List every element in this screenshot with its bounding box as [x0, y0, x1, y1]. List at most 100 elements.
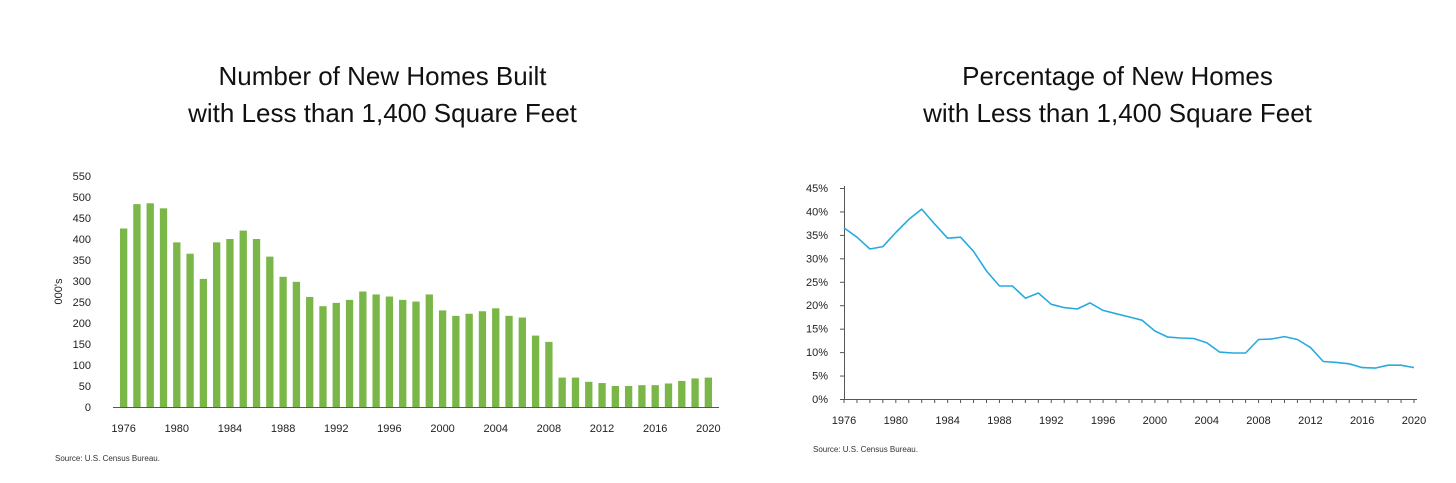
line-chart: 0% 5% 10% 15% 20% 25% 30% 35% 40% 45% 1976 1980 1984…: [806, 183, 1426, 427]
bar-1988: [279, 276, 287, 407]
y-tick-label: 150: [73, 339, 91, 351]
bar-2005: [505, 315, 513, 407]
y-tick-label: 30%: [806, 253, 828, 265]
x-tick-label: 1992: [1039, 415, 1063, 427]
x-tick-label: 1976: [111, 423, 135, 435]
bar-1980: [173, 242, 181, 407]
left-chart-title: Number of New Homes Built with Less than…: [100, 58, 665, 132]
y-tick-label: 400: [73, 234, 91, 246]
bar-1992: [332, 302, 340, 407]
x-tick-label: 1980: [884, 415, 908, 427]
x-tick-label: 2004: [483, 423, 507, 435]
x-tick-label: 2000: [430, 423, 454, 435]
bar-1977: [133, 204, 141, 407]
y-tick-label: 250: [73, 297, 91, 309]
bar-1982: [199, 278, 208, 407]
bar-1994: [359, 291, 367, 407]
y-tick-label: 300: [73, 276, 91, 288]
y-tick-label: 25%: [806, 277, 828, 289]
x-tick-label: 2012: [1298, 415, 1322, 427]
bar-2016: [651, 385, 659, 407]
x-tick-label: 2020: [696, 423, 720, 435]
bar-2011: [585, 381, 593, 407]
bar-1978: [146, 203, 154, 407]
bar-2018: [678, 380, 686, 407]
bar-2015: [638, 385, 646, 407]
y-tick-label: 450: [73, 213, 91, 225]
y-tick-label: 350: [73, 255, 91, 267]
bar-1996: [385, 296, 394, 407]
bar-2014: [624, 386, 633, 407]
x-tick-label: 1984: [935, 415, 959, 427]
bar-1983: [213, 242, 221, 407]
bar-1995: [372, 294, 380, 407]
bar-1989: [292, 281, 301, 407]
x-tick-label: 2004: [1194, 415, 1218, 427]
bar-2010: [571, 377, 580, 407]
x-tick-label: 2012: [590, 423, 614, 435]
y-axis-label: 000's: [53, 278, 65, 304]
bar-1991: [319, 306, 327, 407]
bar-2001: [452, 315, 460, 407]
x-tick-label: 1996: [1091, 415, 1115, 427]
bar-2008: [545, 341, 553, 407]
bar-1981: [186, 253, 194, 407]
bar-1993: [345, 299, 354, 407]
x-tick-label: 1980: [165, 423, 189, 435]
x-tick-label: 2008: [1246, 415, 1270, 427]
y-tick-label: 0%: [812, 394, 828, 406]
bar-2019: [691, 378, 699, 407]
bar-1999: [425, 294, 433, 407]
y-tick-label: 550: [73, 171, 91, 183]
y-tick-label: 500: [73, 192, 91, 204]
bar-1998: [412, 301, 420, 407]
bar-2009: [558, 377, 566, 407]
right-chart-title-line-2: with Less than 1,400 Square Feet: [923, 98, 1312, 128]
bar-1986: [252, 239, 261, 407]
y-tick-label: 10%: [806, 347, 828, 359]
x-tick-label: 1988: [987, 415, 1011, 427]
bar-1984: [226, 239, 234, 407]
y-tick-label: 200: [73, 318, 91, 330]
bar-2006: [518, 317, 526, 407]
x-tick-label: 2016: [1350, 415, 1374, 427]
bar-1979: [159, 208, 168, 407]
bar-2020: [704, 377, 713, 407]
left-source-note: Source: U.S. Census Bureau.: [55, 454, 160, 463]
bar-1985: [239, 230, 247, 407]
x-tick-label: 2000: [1143, 415, 1167, 427]
left-chart-title-line-1: Number of New Homes Built: [218, 61, 547, 91]
x-tick-label: 2008: [537, 423, 561, 435]
bar-1997: [399, 299, 407, 407]
bar-2002: [465, 313, 473, 407]
y-tick-label: 45%: [806, 183, 828, 195]
x-tick-label: 2020: [1402, 415, 1426, 427]
x-tick-label: 2016: [643, 423, 667, 435]
right-chart-title-line-1: Percentage of New Homes: [962, 61, 1273, 91]
bar-2004: [492, 308, 500, 407]
y-tick-label: 5%: [812, 371, 828, 383]
x-tick-label: 1984: [218, 423, 242, 435]
bar-chart: 0 50 100 150 200 250 300 350 400 450 500 550 000's 19…: [53, 171, 721, 435]
bar-1976: [119, 228, 128, 407]
bar-2012: [598, 383, 606, 407]
bar-2007: [531, 335, 540, 407]
bar-2003: [478, 311, 487, 407]
right-chart-title: Percentage of New Homes with Less than 1…: [835, 58, 1400, 132]
y-tick-label: 20%: [806, 300, 828, 312]
x-tick-label: 1996: [377, 423, 401, 435]
left-chart-title-line-2: with Less than 1,400 Square Feet: [188, 98, 577, 128]
bar-1990: [306, 296, 314, 407]
y-tick-label: 100: [73, 360, 91, 372]
y-tick-label: 15%: [806, 324, 828, 336]
right-source-note: Source: U.S. Census Bureau.: [813, 445, 918, 454]
bar-2017: [664, 383, 673, 407]
y-tick-label: 0: [85, 402, 91, 414]
x-tick-label: 1976: [832, 415, 856, 427]
bar-2013: [611, 386, 619, 407]
bar-2000: [438, 310, 447, 407]
x-tick-label: 1992: [324, 423, 348, 435]
bar-1987: [266, 256, 274, 407]
x-tick-label: 1988: [271, 423, 295, 435]
